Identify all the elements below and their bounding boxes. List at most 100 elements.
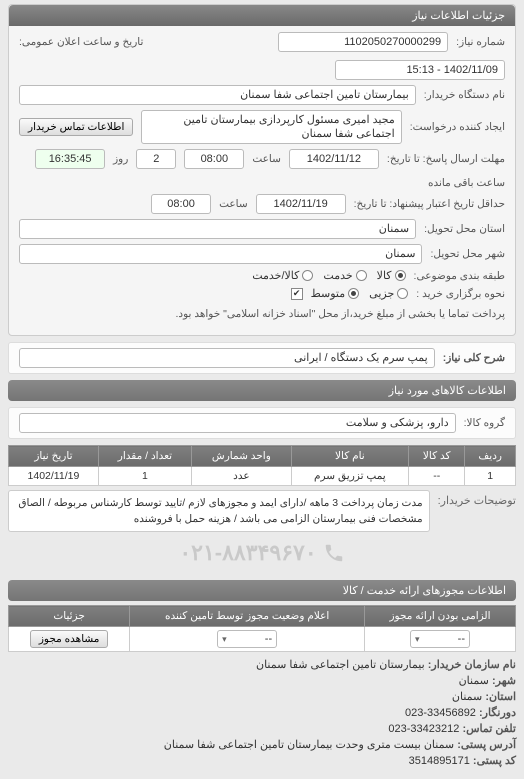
row-province: استان محل تحویل: سمنان — [19, 219, 505, 239]
radio-service-dot — [356, 270, 367, 281]
perm-cell-mandatory: -- — [365, 627, 516, 652]
validity-date: 1402/11/19 — [256, 194, 346, 214]
row-validity: حداقل تاریخ اعتبار پیشنهاد: تا تاریخ: 14… — [19, 194, 505, 214]
perm-mandatory-select[interactable]: -- — [410, 630, 470, 648]
city-value: سمنان — [19, 244, 422, 264]
items-header-bar: اطلاعات کالاهای مورد نیاز — [8, 380, 516, 401]
phone-icon — [323, 542, 345, 564]
request-no-value: 1102050270000299 — [278, 32, 448, 52]
row-requester: ایجاد کننده درخواست: مجید امیری مسئول کا… — [19, 110, 505, 144]
radio-service-label: خدمت — [323, 269, 352, 282]
buyer-value: بیمارستان تامین اجتماعی شفا سمنان — [19, 85, 416, 105]
day-label: روز — [113, 153, 128, 165]
cell-qty: 1 — [98, 467, 191, 486]
col-name: نام کالا — [291, 446, 408, 467]
priority-radio-group: کالا خدمت کالا/خدمت — [252, 269, 405, 282]
priority-label: طبقه بندی موضوعی: — [414, 270, 505, 282]
buyer-notes-text: مدت زمان پرداخت 3 ماهه /دارای ایمد و مجو… — [8, 490, 430, 532]
cell-name: پمپ تزریق سرم — [291, 467, 408, 486]
f-tel-value: 33423212-023 — [388, 723, 459, 735]
request-no-label: شماره نیاز: — [456, 36, 505, 48]
radio-medium-dot — [348, 288, 359, 299]
need-details-header: جزئیات اطلاعات نیاز — [9, 5, 515, 26]
treasury-checkbox[interactable] — [291, 288, 303, 300]
radio-gs-dot — [302, 270, 313, 281]
contact-buyer-button[interactable]: اطلاعات تماس خریدار — [19, 118, 133, 136]
org-footer: نام سازمان خریدار: بیمارستان تامین اجتما… — [8, 658, 516, 767]
radio-partial-dot — [397, 288, 408, 299]
f-org-label: نام سازمان خریدار: — [428, 659, 516, 671]
radio-goods[interactable]: کالا — [377, 269, 406, 282]
radio-medium[interactable]: متوسط — [311, 287, 360, 300]
f-prov-label: استان: — [485, 691, 516, 703]
col-date: تاریخ نیاز — [9, 446, 99, 467]
deadline-date: 1402/11/12 — [289, 149, 379, 169]
f-fax-label: دورنگار: — [479, 707, 516, 719]
perm-cell-status: -- — [130, 627, 365, 652]
need-title-value: پمپ سرم یک دستگاه / ایرانی — [19, 348, 435, 368]
f-prov-value: سمنان — [452, 691, 482, 703]
group-row: گروه کالا: دارو، پزشکی و سلامت — [8, 407, 516, 439]
group-label: گروه کالا: — [464, 417, 505, 429]
supply-radio-group: جزیی متوسط — [311, 287, 409, 300]
buyer-label: نام دستگاه خریدار: — [424, 89, 505, 101]
f-addr-label: آدرس پستی: — [457, 739, 516, 751]
time-label-2: ساعت — [219, 198, 248, 210]
need-title-row: شرح کلی نیاز: پمپ سرم یک دستگاه / ایرانی — [8, 342, 516, 374]
f-post-value: 3514895171 — [409, 755, 470, 767]
perm-table-row: -- -- مشاهده مجوز — [9, 627, 516, 652]
radio-service[interactable]: خدمت — [323, 269, 366, 282]
f-city-value: سمنان — [459, 675, 489, 687]
radio-goods-service[interactable]: کالا/خدمت — [252, 269, 313, 282]
province-label: استان محل تحویل: — [424, 223, 505, 235]
need-details-panel: جزئیات اطلاعات نیاز شماره نیاز: 11020502… — [8, 4, 516, 336]
province-value: سمنان — [19, 219, 416, 239]
permissions-table: الزامی بودن ارائه مجوز اعلام وضعیت مجوز … — [8, 605, 516, 652]
radio-partial[interactable]: جزیی — [369, 287, 408, 300]
remaining-time: 16:35:45 — [35, 149, 105, 169]
deadline-time: 08:00 — [184, 149, 244, 169]
col-unit: واحد شمارش — [192, 446, 292, 467]
perm-col-details: جزئیات — [9, 606, 130, 627]
row-request-no: شماره نیاز: 1102050270000299 تاریخ و ساع… — [19, 32, 505, 80]
items-table-row[interactable]: 1 -- پمپ تزریق سرم عدد 1 1402/11/19 — [9, 467, 516, 486]
col-qty: تعداد / مقدار — [98, 446, 191, 467]
requester-label: ایجاد کننده درخواست: — [410, 121, 505, 133]
f-fax-value: 33456892-023 — [405, 707, 476, 719]
cell-unit: عدد — [192, 467, 292, 486]
time-label-1: ساعت — [252, 153, 281, 165]
validity-label: حداقل تاریخ اعتبار پیشنهاد: تا تاریخ: — [354, 198, 505, 210]
announce-label: تاریخ و ساعت اعلان عمومی: — [19, 36, 143, 48]
requester-value: مجید امیری مسئول کارپردازی بیمارستان تام… — [141, 110, 401, 144]
view-permission-button[interactable]: مشاهده مجوز — [30, 630, 109, 648]
buyer-notes-row: توضیحات خریدار: مدت زمان پرداخت 3 ماهه /… — [8, 490, 516, 532]
items-table: ردیف کد کالا نام کالا واحد شمارش تعداد /… — [8, 445, 516, 486]
perm-status-select[interactable]: -- — [217, 630, 277, 648]
f-post-label: کد پستی: — [473, 755, 516, 767]
need-details-body: شماره نیاز: 1102050270000299 تاریخ و ساع… — [9, 26, 515, 335]
cell-code: -- — [409, 467, 465, 486]
row-buyer: نام دستگاه خریدار: بیمارستان تامین اجتما… — [19, 85, 505, 105]
f-city-label: شهر: — [492, 675, 516, 687]
row-city: شهر محل تحویل: سمنان — [19, 244, 505, 264]
radio-goods-dot — [395, 270, 406, 281]
f-org-value: بیمارستان تامین اجتماعی شفا سمنان — [256, 659, 425, 671]
supply-label: نحوه برگزاری خرید : — [416, 288, 505, 300]
perm-mandatory-value: -- — [458, 633, 465, 645]
row-supply: نحوه برگزاری خرید : جزیی متوسط پرداخت تم… — [19, 287, 505, 320]
need-title-label: شرح کلی نیاز: — [443, 352, 505, 364]
perm-table-head: الزامی بودن ارائه مجوز اعلام وضعیت مجوز … — [9, 606, 516, 627]
announce-value: 1402/11/09 - 15:13 — [335, 60, 505, 80]
phone-number: ۰۲۱-۸۸۳۴۹۶۷۰ — [179, 540, 316, 566]
deadline-days: 2 — [136, 149, 176, 169]
group-value: دارو، پزشکی و سلامت — [19, 413, 456, 433]
radio-goods-label: کالا — [377, 269, 392, 282]
perm-col-mandatory: الزامی بودن ارائه مجوز — [365, 606, 516, 627]
cell-row: 1 — [465, 467, 516, 486]
buyer-notes-label: توضیحات خریدار: — [438, 490, 516, 532]
phone-strip: ۰۲۱-۸۸۳۴۹۶۷۰ — [0, 536, 524, 574]
radio-medium-label: متوسط — [311, 287, 346, 300]
col-code: کد کالا — [409, 446, 465, 467]
remain-label: ساعت باقی مانده — [428, 177, 505, 189]
deadline-label: مهلت ارسال پاسخ: تا تاریخ: — [387, 153, 505, 165]
